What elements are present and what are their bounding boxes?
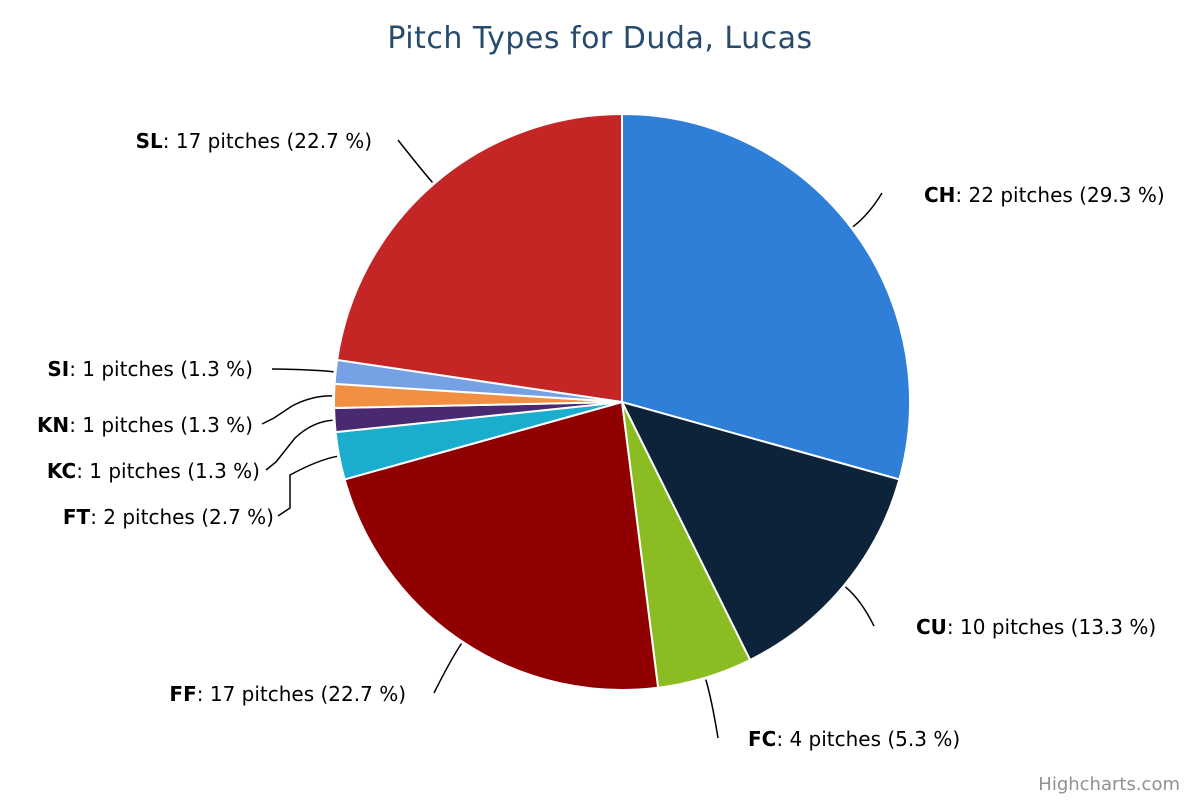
chart-title: Pitch Types for Duda, Lucas bbox=[387, 21, 812, 56]
credits-link[interactable]: Highcharts.com bbox=[1038, 774, 1180, 795]
pie-slice-sl[interactable] bbox=[336, 113, 623, 403]
data-label-ft: FT: 2 pitches (2.7 %) bbox=[63, 505, 274, 529]
pie-slice-ff[interactable] bbox=[343, 401, 660, 691]
label-connectors bbox=[261, 139, 883, 739]
pie-slice-ch[interactable] bbox=[621, 113, 911, 481]
data-label-kn: KN: 1 pitches (1.3 %) bbox=[37, 413, 253, 437]
label-connector-kn bbox=[261, 395, 333, 425]
data-label-sl: SL: 17 pitches (22.7 %) bbox=[136, 129, 372, 153]
data-label-si: SI: 1 pitches (1.3 %) bbox=[47, 357, 253, 381]
data-labels: CH: 22 pitches (29.3 %) CU: 10 pitches (1… bbox=[37, 129, 1165, 751]
label-connector-sl bbox=[397, 139, 434, 183]
label-connector-ch bbox=[852, 192, 883, 228]
label-connector-fc bbox=[705, 679, 719, 739]
pie-slices bbox=[332, 113, 911, 691]
label-connector-kc bbox=[265, 419, 333, 471]
data-label-fc: FC: 4 pitches (5.3 %) bbox=[748, 727, 960, 751]
data-label-ff: FF: 17 pitches (22.7 %) bbox=[169, 682, 406, 706]
data-label-cu: CU: 10 pitches (13.3 %) bbox=[916, 615, 1156, 639]
label-connector-si bbox=[271, 368, 334, 373]
data-label-kc: KC: 1 pitches (1.3 %) bbox=[47, 459, 260, 483]
pie-slice-cu[interactable] bbox=[621, 401, 901, 661]
label-connector-cu bbox=[844, 586, 875, 627]
data-label-ch: CH: 22 pitches (29.3 %) bbox=[924, 183, 1165, 207]
label-connector-ff bbox=[433, 643, 463, 694]
label-connector-ft bbox=[277, 455, 338, 517]
